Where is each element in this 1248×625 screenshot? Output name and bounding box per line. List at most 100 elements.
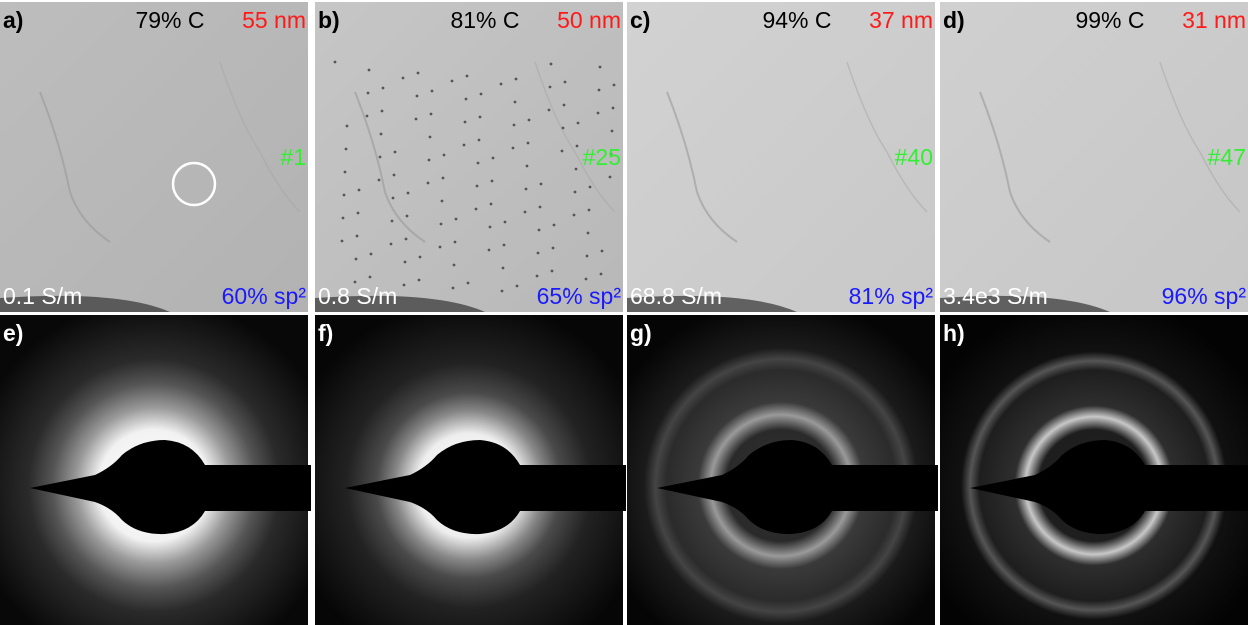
tem-image xyxy=(940,2,1248,312)
sp2-fraction: 96% sp² xyxy=(1162,283,1247,309)
particle xyxy=(586,231,590,235)
particle xyxy=(430,89,434,93)
particle xyxy=(585,254,589,258)
carbon-content: 79% C xyxy=(135,7,204,33)
particle xyxy=(490,179,494,183)
particle xyxy=(344,147,348,151)
particle xyxy=(573,190,577,194)
particle xyxy=(561,126,565,130)
carbon-content: 94% C xyxy=(762,7,831,33)
particle xyxy=(598,65,602,69)
particle xyxy=(406,191,410,195)
panel-label: b) xyxy=(318,7,340,33)
corner-shadow xyxy=(940,295,1110,312)
particle xyxy=(402,283,406,287)
particle xyxy=(535,274,539,278)
panel-label: d) xyxy=(943,7,965,33)
particle xyxy=(439,222,443,226)
particle xyxy=(342,193,346,197)
particle xyxy=(366,91,370,95)
particle xyxy=(501,266,505,270)
panel-label: h) xyxy=(943,320,965,346)
tem-image xyxy=(0,2,308,312)
particle xyxy=(600,249,604,253)
particle xyxy=(599,272,603,276)
particle xyxy=(464,97,468,101)
particle xyxy=(576,121,580,125)
diffraction-panel: e) xyxy=(0,315,311,625)
particle xyxy=(538,205,542,209)
particle xyxy=(537,228,541,232)
particle xyxy=(489,202,493,206)
particle xyxy=(502,243,506,247)
particle xyxy=(442,153,446,157)
conductivity: 3.4e3 S/m xyxy=(943,283,1048,309)
particle xyxy=(575,144,579,148)
particle xyxy=(440,199,444,203)
thickness: 31 nm xyxy=(1182,7,1246,33)
particle xyxy=(511,146,515,150)
particle xyxy=(454,217,458,221)
particle xyxy=(354,257,358,261)
corner-shadow xyxy=(315,295,485,312)
particle xyxy=(427,158,431,162)
particle xyxy=(340,239,344,243)
particle xyxy=(609,152,613,156)
corner-shadow xyxy=(627,295,797,312)
particle xyxy=(368,275,372,279)
particle xyxy=(525,164,529,168)
diffraction-panel: f) xyxy=(315,315,626,625)
particle xyxy=(612,83,616,87)
particle xyxy=(474,207,478,211)
particle xyxy=(549,62,553,66)
particle xyxy=(536,251,540,255)
particle xyxy=(378,155,382,159)
particle xyxy=(441,176,445,180)
sp2-fraction: 65% sp² xyxy=(537,283,622,309)
particle xyxy=(479,92,483,96)
particle xyxy=(512,123,516,127)
particle xyxy=(405,214,409,218)
particle xyxy=(548,85,552,89)
particle xyxy=(389,242,393,246)
particle xyxy=(379,132,383,136)
particle xyxy=(550,269,554,273)
panel-label: f) xyxy=(318,320,333,346)
sample-id: #25 xyxy=(583,144,621,170)
tem-image xyxy=(315,2,623,312)
tem-panel: c) 94% C 37 nm #40 68.8 S/m 81% sp² xyxy=(627,2,935,312)
particle xyxy=(367,68,371,72)
particle xyxy=(503,220,507,224)
particle xyxy=(500,289,504,293)
thickness: 37 nm xyxy=(869,7,933,33)
particle xyxy=(465,74,469,78)
particle xyxy=(478,115,482,119)
particle xyxy=(475,184,479,188)
particle xyxy=(429,112,433,116)
particle xyxy=(418,255,422,259)
particle xyxy=(608,175,612,179)
wrinkle xyxy=(354,91,426,243)
sample-id: #1 xyxy=(280,144,306,170)
particle xyxy=(513,100,517,104)
particle xyxy=(341,216,345,220)
wrinkle xyxy=(846,61,928,213)
sp2-fraction: 60% sp² xyxy=(222,283,307,309)
particle xyxy=(523,210,527,214)
panel-label: g) xyxy=(630,320,652,346)
particle xyxy=(353,280,357,284)
particle xyxy=(562,103,566,107)
particle xyxy=(452,263,456,267)
particle xyxy=(416,71,420,75)
particle xyxy=(453,240,457,244)
particle xyxy=(584,277,588,281)
particle xyxy=(450,79,454,83)
particle xyxy=(392,173,396,177)
particle xyxy=(343,170,347,174)
particle xyxy=(597,88,601,92)
wrinkle xyxy=(534,61,616,213)
particle xyxy=(438,245,442,249)
particle xyxy=(524,187,528,191)
particle xyxy=(390,219,394,223)
sample-id: #47 xyxy=(1208,144,1246,170)
